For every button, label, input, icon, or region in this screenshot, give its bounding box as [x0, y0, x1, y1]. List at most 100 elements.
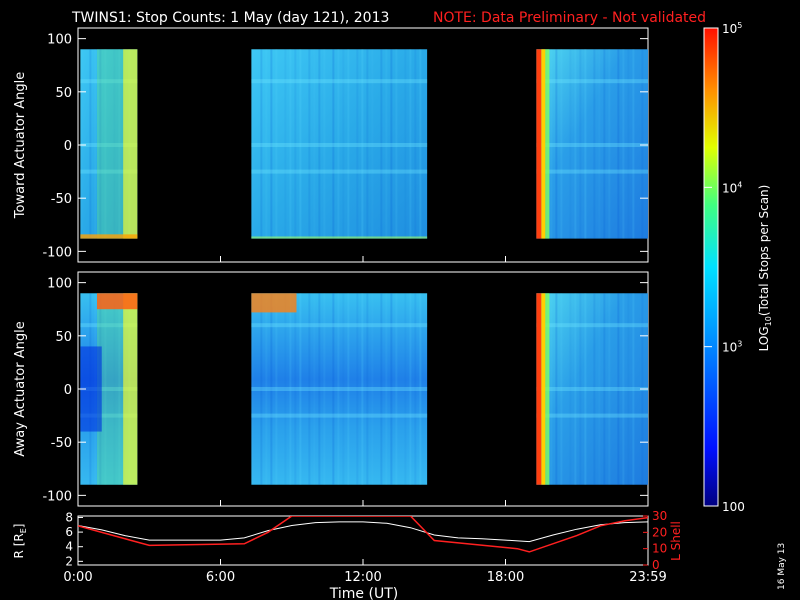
away-streak — [560, 293, 563, 485]
toward-actuator-panel: 100 50 0 -50 -100 Toward Actuator Angle — [13, 27, 649, 263]
toward-edge-green — [545, 49, 550, 239]
toward-warm-column — [97, 49, 124, 239]
toward-band — [536, 79, 648, 84]
away-streak — [632, 293, 635, 485]
time-axis-label: Time (UT) — [329, 586, 398, 600]
away-streak — [593, 293, 596, 485]
toward-segment-3 — [536, 49, 648, 239]
toward-streak — [289, 49, 292, 239]
toward-streak — [265, 49, 268, 239]
toward-band — [80, 169, 138, 174]
away-streak — [598, 293, 601, 485]
away-top-hot-strip — [97, 293, 138, 310]
away-low-patch — [80, 346, 102, 432]
preliminary-note: NOTE: Data Preliminary - Not validated — [433, 10, 706, 26]
away-ytick-label: -100 — [42, 489, 72, 504]
toward-streak — [361, 49, 364, 239]
colorbar-label: LOG10(Total Stops per Scan) — [757, 185, 773, 352]
toward-ytick-label: -100 — [42, 245, 72, 260]
away-streak — [395, 293, 398, 485]
colorbar-tick-label: 105 — [722, 21, 742, 36]
away-band — [536, 387, 648, 391]
away-segment-2 — [251, 293, 428, 485]
toward-y-ticks: 100 50 0 -50 -100 — [42, 33, 649, 262]
toward-streak — [371, 49, 374, 239]
toward-streak — [347, 49, 350, 239]
away-streak — [323, 293, 326, 485]
away-band — [536, 323, 648, 328]
toward-band — [251, 169, 428, 174]
radius-ytick-label: 8 — [65, 510, 73, 524]
away-streak — [318, 293, 321, 485]
toward-band — [536, 169, 648, 174]
toward-ytick-label: 0 — [64, 139, 72, 154]
toward-streak — [627, 49, 630, 239]
toward-streak — [395, 49, 398, 239]
away-streak — [347, 293, 350, 485]
toward-heatmap — [80, 49, 648, 239]
toward-streak — [641, 49, 644, 239]
time-tick-label: 12:00 — [344, 570, 381, 585]
toward-streak — [414, 49, 417, 239]
orbit-lines — [78, 516, 648, 553]
time-tick-label: 18:00 — [487, 570, 524, 585]
away-ytick-label: 0 — [64, 383, 72, 398]
toward-streak — [419, 49, 422, 239]
time-axis-ticks: 0:00 6:00 12:00 18:00 23:59 — [63, 559, 667, 585]
toward-ytick-label: -50 — [51, 192, 72, 207]
radius-line — [78, 521, 648, 543]
away-band — [251, 323, 428, 328]
time-tick-label: 6:00 — [206, 570, 235, 585]
date-stamp: 16 May 13 — [777, 543, 787, 590]
away-streak — [414, 293, 417, 485]
away-edge-red — [536, 293, 542, 485]
away-streak — [385, 293, 388, 485]
away-streak — [419, 293, 422, 485]
toward-streak — [622, 49, 625, 239]
away-streak — [361, 293, 364, 485]
toward-streak — [275, 49, 278, 239]
l-shell-ytick-label: 10 — [652, 542, 667, 556]
toward-streak — [337, 49, 340, 239]
toward-streak — [385, 49, 388, 239]
away-band — [80, 413, 138, 418]
away-streak — [371, 293, 374, 485]
toward-streak — [390, 49, 393, 239]
toward-streak — [80, 49, 83, 239]
away-streak — [409, 293, 412, 485]
colorbar-tick-label: 104 — [722, 180, 742, 195]
away-streak — [622, 293, 625, 485]
away-streak — [265, 293, 268, 485]
away-top-hot-patch — [251, 293, 297, 313]
away-ytick-label: -50 — [51, 436, 72, 451]
toward-streak — [409, 49, 412, 239]
away-streak — [299, 293, 302, 485]
away-band — [251, 387, 428, 391]
away-band — [536, 413, 648, 418]
away-streak — [251, 293, 254, 485]
toward-streak — [574, 49, 577, 239]
toward-streak — [404, 49, 407, 239]
away-streak — [113, 293, 116, 485]
l-shell-ytick-label: 20 — [652, 525, 667, 539]
toward-streak — [118, 49, 121, 239]
away-y-axis-label: Away Actuator Angle — [13, 321, 28, 456]
toward-streak — [569, 49, 572, 239]
away-streak — [555, 293, 558, 485]
toward-band — [536, 143, 648, 147]
away-streak — [337, 293, 340, 485]
toward-streak — [608, 49, 611, 239]
l-shell-ytick-label: 0 — [652, 558, 660, 572]
toward-streak — [632, 49, 635, 239]
away-streak — [284, 293, 287, 485]
toward-streak — [99, 49, 102, 239]
toward-edge-yellow — [541, 49, 546, 239]
l-shell-ytick-label: 30 — [652, 509, 667, 523]
toward-streak — [313, 49, 316, 239]
away-band — [80, 387, 138, 391]
toward-ytick-label: 100 — [47, 33, 72, 48]
away-streak — [617, 293, 620, 485]
